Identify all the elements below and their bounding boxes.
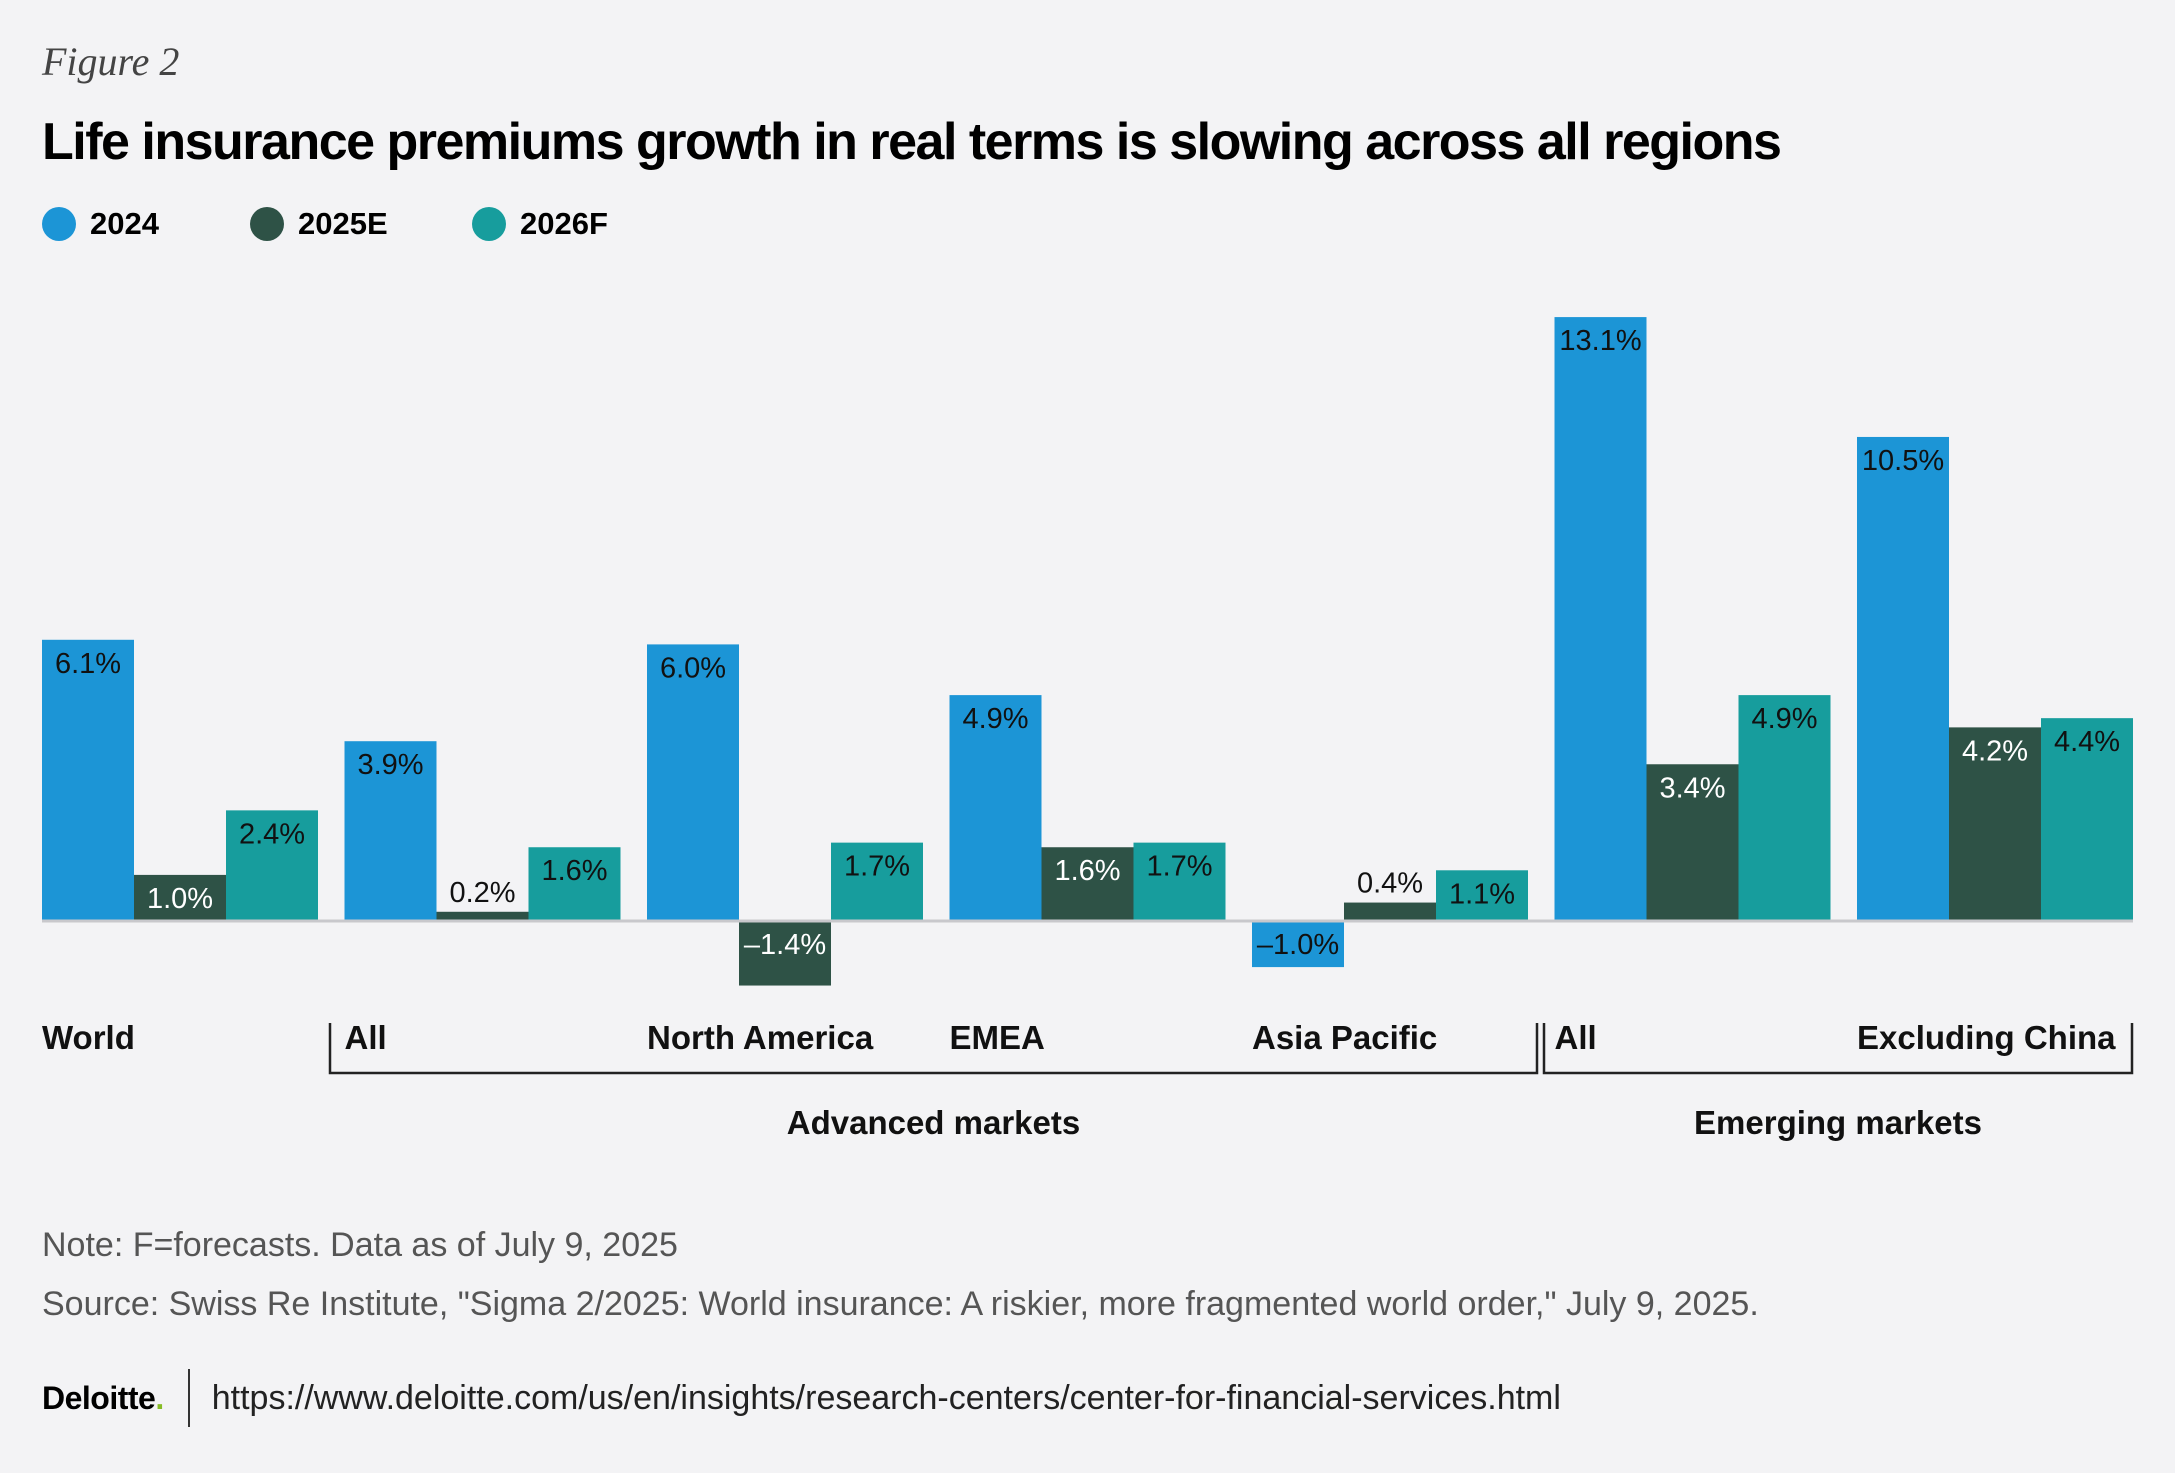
bar-2025e-0	[134, 874, 226, 921]
bar-2026f-1	[528, 847, 621, 921]
legend-swatch-2024	[42, 207, 76, 241]
data-label: 2.4%	[239, 818, 305, 850]
group-label-emerging-markets: Emerging markets	[1694, 1104, 1982, 1141]
bar-chart: 6.1% 3.9% 6.0% 4.9% –1.0% 13.1% 10.5% 1.0% 0.2% –…	[42, 317, 2134, 1141]
data-label: 1.6%	[1054, 855, 1120, 887]
data-label: 10.5%	[1862, 445, 1944, 477]
category-label-excluding-china-6: Excluding China	[1857, 1019, 2116, 1056]
data-label: –1.0%	[1257, 929, 1339, 961]
bar-2024-2	[647, 644, 739, 921]
data-label: 4.9%	[1751, 703, 1817, 735]
logo-dot: .	[155, 1379, 164, 1416]
bar-2024-5	[1554, 317, 1647, 922]
data-label: 6.1%	[55, 648, 121, 680]
figure-label: Figure 2	[42, 39, 180, 84]
data-label: 1.1%	[1449, 878, 1515, 910]
data-label: 1.0%	[147, 883, 213, 915]
data-label: 4.2%	[1962, 735, 2028, 767]
footer: Deloitte. https://www.deloitte.com/us/en…	[42, 1368, 1561, 1428]
legend-item-2026f: 2026F	[472, 200, 608, 248]
chart-title: Life insurance premiums growth in real t…	[42, 113, 1782, 171]
bar-2024-0	[42, 639, 134, 921]
legend-item-2025e: 2025E	[250, 200, 388, 248]
deloitte-logo: Deloitte.	[42, 1380, 164, 1417]
data-label: –1.4%	[744, 929, 826, 961]
bar-2024-4	[1252, 921, 1344, 968]
bar-2024-6	[1857, 436, 1949, 921]
chart-note: Note: F=forecasts. Data as of July 9, 20…	[42, 1226, 678, 1264]
legend-label: 2024	[90, 206, 159, 241]
bar-2024-3	[949, 695, 1042, 921]
bar-2026f-2	[831, 842, 923, 921]
category-label-all-5: All	[1555, 1019, 1597, 1056]
bar-2025e-6	[1949, 727, 2041, 921]
data-label: 0.2%	[449, 877, 515, 909]
data-label: 1.7%	[1146, 851, 1212, 883]
bar-2026f-5	[1738, 695, 1831, 921]
logo-text: Deloitte	[42, 1379, 156, 1416]
bar-2025e-3	[1041, 847, 1134, 921]
legend-swatch-2025e	[250, 207, 284, 241]
data-label: 3.4%	[1659, 772, 1725, 804]
chart-source: Source: Swiss Re Institute, "Sigma 2/202…	[42, 1285, 1759, 1323]
bar-2025e-1	[436, 911, 529, 921]
data-label: 4.4%	[2054, 726, 2120, 758]
bar-2025e-4	[1344, 902, 1436, 921]
data-label: 3.9%	[357, 749, 423, 781]
bar-2026f-0	[226, 810, 318, 921]
category-label-emea-3: EMEA	[950, 1019, 1045, 1056]
bar-2025e-5	[1646, 764, 1739, 921]
data-label: 1.7%	[844, 851, 910, 883]
legend-item-2024: 2024	[42, 200, 159, 248]
bar-2025e-2	[739, 921, 831, 986]
group-label-advanced-markets: Advanced markets	[787, 1104, 1080, 1141]
data-label: 13.1%	[1559, 325, 1641, 357]
data-label: 0.4%	[1357, 868, 1423, 900]
bar-2026f-6	[2041, 718, 2133, 921]
data-label: 1.6%	[541, 855, 607, 887]
category-label-asia-pacific-4: Asia Pacific	[1252, 1019, 1437, 1056]
bar-2026f-4	[1436, 870, 1528, 921]
legend-label: 2026F	[520, 206, 608, 241]
category-label-world-0: World	[42, 1019, 135, 1056]
footer-url[interactable]: https://www.deloitte.com/us/en/insights/…	[211, 1378, 1561, 1417]
bar-2024-1	[344, 741, 437, 921]
legend-label: 2025E	[298, 206, 388, 241]
data-label: 4.9%	[962, 703, 1028, 735]
group-bracket-emerging-markets	[1542, 1023, 2134, 1075]
bar-2026f-3	[1133, 842, 1226, 921]
category-label-all-1: All	[345, 1019, 387, 1056]
category-label-north-america-2: North America	[647, 1019, 874, 1056]
data-label: 6.0%	[660, 652, 726, 684]
group-bracket-advanced-markets	[328, 1023, 1539, 1075]
legend-swatch-2026f	[472, 207, 506, 241]
footer-divider	[187, 1369, 190, 1427]
